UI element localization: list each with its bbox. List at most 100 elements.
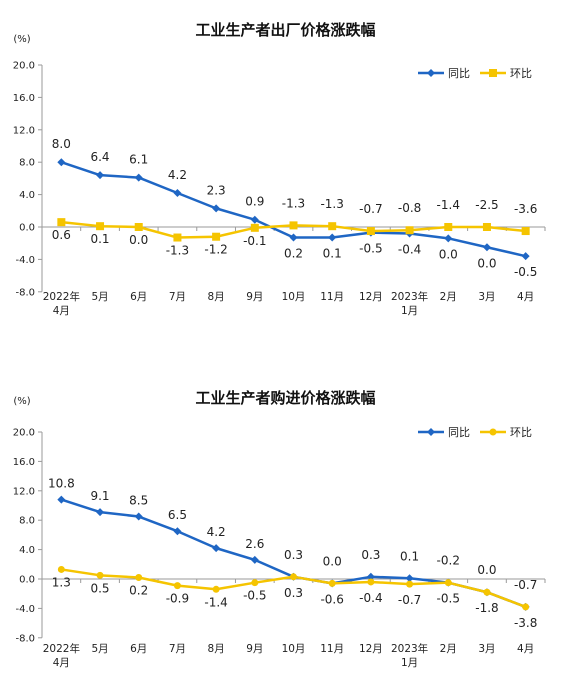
data-point-环比 xyxy=(290,573,297,581)
data-label-环比: -0.1 xyxy=(243,234,266,248)
data-label-同比: 9.1 xyxy=(90,489,109,503)
data-label-同比: 0.0 xyxy=(477,563,496,577)
x-tick-label-line: 8月 xyxy=(208,291,225,303)
y-tick-label: 8.0 xyxy=(19,158,35,169)
x-tick-label: 7月 xyxy=(169,643,186,655)
data-point-同比 xyxy=(212,204,221,213)
legend-label-同比: 同比 xyxy=(448,67,470,80)
data-point-环比 xyxy=(57,218,66,227)
data-label-环比: 0.3 xyxy=(284,586,303,600)
data-point-环比 xyxy=(366,227,375,236)
data-point-环比 xyxy=(250,223,259,232)
legend-label-环比: 环比 xyxy=(510,67,532,80)
x-tick-label: 12月 xyxy=(359,643,383,655)
x-tick-label: 10月 xyxy=(282,291,306,303)
data-point-环比 xyxy=(405,226,414,235)
data-label-同比: 6.4 xyxy=(90,150,109,164)
data-label-环比: 0.0 xyxy=(439,247,458,261)
x-tick-label-line: 3月 xyxy=(478,291,495,303)
data-label-同比: -0.8 xyxy=(398,201,421,215)
data-point-同比 xyxy=(134,512,143,521)
data-point-环比 xyxy=(328,579,336,587)
data-label-环比: 0.2 xyxy=(284,247,303,261)
data-label-环比: -0.7 xyxy=(398,593,421,607)
data-label-环比: -0.5 xyxy=(243,589,266,603)
data-label-同比: 4.2 xyxy=(207,525,226,539)
data-point-同比 xyxy=(134,173,143,182)
y-tick-label: -8.0 xyxy=(15,287,35,298)
x-tick-label: 5月 xyxy=(91,291,108,303)
x-tick-label: 9月 xyxy=(246,643,263,655)
y-tick-label: 8.0 xyxy=(19,516,35,527)
x-tick-label: 3月 xyxy=(478,643,495,655)
data-label-同比: -0.2 xyxy=(437,554,460,568)
x-tick-label: 2022年 4月 xyxy=(43,642,80,669)
x-tick-label-line: 6月 xyxy=(130,643,147,655)
y-tick-label: 20.0 xyxy=(13,61,35,72)
data-point-同比 xyxy=(173,527,182,536)
x-tick-label-line: 9月 xyxy=(246,291,263,303)
data-point-环比 xyxy=(251,579,259,587)
data-point-环比 xyxy=(212,232,221,241)
data-point-同比 xyxy=(482,243,491,252)
data-point-同比 xyxy=(57,495,66,504)
data-label-同比: 8.5 xyxy=(129,494,148,508)
x-tick-label: 5月 xyxy=(91,643,108,655)
data-label-环比: -1.2 xyxy=(204,243,227,257)
x-tick-label: 9月 xyxy=(246,291,263,303)
data-point-同比 xyxy=(96,171,105,180)
data-label-环比: -0.4 xyxy=(359,591,382,605)
data-label-同比: 8.0 xyxy=(52,137,71,151)
x-tick-label: 10月 xyxy=(282,643,306,655)
y-tick-label: 12.0 xyxy=(13,125,35,136)
x-tick-label: 12月 xyxy=(359,291,383,303)
legend-label-环比: 环比 xyxy=(510,426,532,439)
data-label-同比: 2.6 xyxy=(245,537,264,551)
data-label-同比: -0.7 xyxy=(514,578,537,592)
data-label-环比: -0.6 xyxy=(320,592,343,606)
x-tick-label-line: 11月 xyxy=(320,291,344,303)
data-point-同比 xyxy=(328,233,337,242)
data-label-同比: -0.7 xyxy=(359,202,382,216)
x-tick-label-line: 10月 xyxy=(282,643,306,655)
y-tick-label: 12.0 xyxy=(13,486,35,497)
data-label-环比: -1.8 xyxy=(475,601,498,615)
x-tick-label: 11月 xyxy=(320,291,344,303)
chart-purchase-price: 工业生产者购进价格涨跌幅 (%) 20.0 16.0 12.0 8.0 4.0 0.0 -4.0… xyxy=(0,375,571,691)
x-tick-label-line: 2月 xyxy=(440,291,457,303)
x-tick-label-line: 7月 xyxy=(169,643,186,655)
data-point-同比 xyxy=(521,252,530,261)
x-tick-label: 3月 xyxy=(478,291,495,303)
data-point-环比 xyxy=(444,223,453,231)
data-point-环比 xyxy=(328,222,337,231)
y-tick-label: 16.0 xyxy=(13,93,35,104)
data-point-同比 xyxy=(250,215,259,224)
x-tick-label-line: 9月 xyxy=(246,643,263,655)
data-point-同比 xyxy=(173,188,182,197)
x-tick-label: 4月 xyxy=(517,643,534,655)
legend-label-同比: 同比 xyxy=(448,426,470,439)
x-tick-label-line: 8月 xyxy=(208,643,225,655)
data-label-同比: 0.3 xyxy=(361,548,380,562)
x-tick-label-line: 3月 xyxy=(478,643,495,655)
x-tick-label-line: 5月 xyxy=(91,291,108,303)
data-label-同比: 6.5 xyxy=(168,508,187,522)
data-point-环比 xyxy=(57,565,65,573)
y-tick-label: 4.0 xyxy=(19,190,35,201)
x-tick-label-line: 4月 xyxy=(517,291,534,303)
chart-title: 工业生产者购进价格涨跌幅 xyxy=(195,389,375,407)
data-label-环比: 1.3 xyxy=(52,575,71,589)
data-label-环比: 0.5 xyxy=(90,581,109,595)
x-tick-label: 7月 xyxy=(169,291,186,303)
data-label-环比: 0.1 xyxy=(90,232,109,246)
data-point-同比 xyxy=(96,508,105,517)
data-point-环比 xyxy=(482,223,491,231)
y-axis-unit: (%) xyxy=(13,34,30,45)
data-point-同比 xyxy=(57,158,66,167)
data-label-同比: 4.2 xyxy=(168,168,187,182)
y-tick-label: 20.0 xyxy=(13,428,35,439)
x-tick-label-line: 2023年 xyxy=(391,642,428,655)
data-label-同比: 0.9 xyxy=(245,195,264,209)
y-tick-label: 4.0 xyxy=(19,545,35,556)
data-label-环比: 0.1 xyxy=(323,247,342,261)
